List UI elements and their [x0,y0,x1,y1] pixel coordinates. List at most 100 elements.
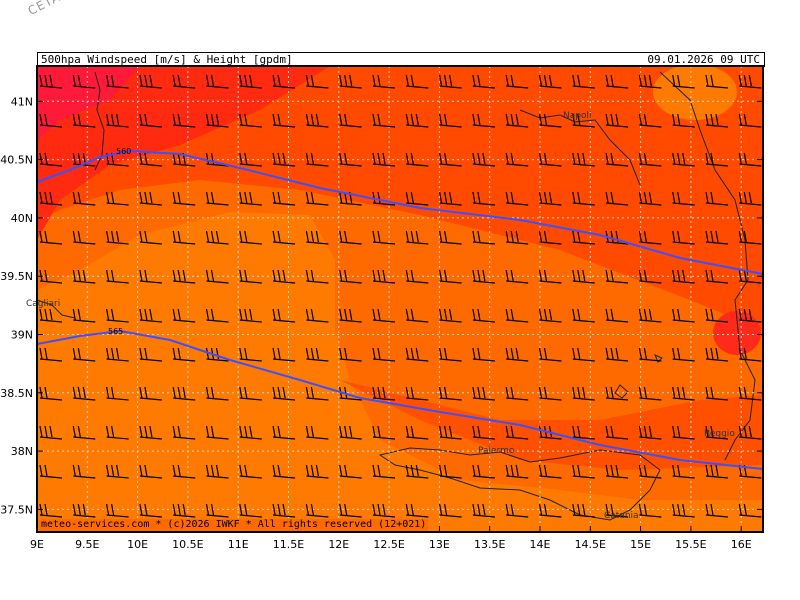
map-header: 500hpa Windspeed [m/s] & Height [gpdm] 0… [37,52,765,67]
wind-barb [672,191,695,206]
wind-barb [672,464,695,479]
wind-barb [538,152,562,167]
wind-barb [72,425,96,440]
wind-barb [638,425,662,440]
wind-barb [39,269,63,284]
wind-barb [239,308,262,323]
lon-tick-label: 15.5E [675,538,706,551]
wind-barb [205,308,229,323]
wind-barb [139,464,162,479]
wind-barb [172,386,196,401]
lon-tick-label: 12.5E [373,538,404,551]
wind-barb [439,113,462,128]
wind-barb [106,347,129,362]
wind-barb [638,503,662,518]
wind-barb [405,386,429,401]
wind-barb [605,464,629,479]
valid-time: 09.01.2026 09 UTC [647,53,760,66]
wind-barb [205,74,229,89]
wind-barb [339,152,362,167]
wind-barb [439,152,462,167]
wind-barb [572,74,595,89]
wind-barb [106,386,129,401]
wind-barb [572,113,595,128]
wind-barb [106,308,129,323]
wind-barb [538,191,562,206]
wind-barb [472,113,495,128]
wind-barb [205,503,229,518]
wind-barb [439,464,462,479]
wind-speed-patch-ne [653,66,737,120]
wind-barb [672,152,695,167]
wind-barb [372,464,396,479]
wind-barb [372,152,396,167]
wind-barb [139,347,162,362]
wind-barb [472,269,495,284]
copyright-footer: meteo-services.com * (c)2026 IWKF * All … [39,519,429,531]
wind-barb [572,152,595,167]
wind-barb [172,347,196,362]
wind-barb [505,347,529,362]
wind-barb [672,269,695,284]
wind-barb [239,230,262,245]
wind-barb [605,74,629,89]
wind-speed-field [37,66,763,532]
wind-speed-patch-south [340,380,763,470]
lat-tick-label: 37.5N [0,503,33,516]
wind-barb [705,464,729,479]
wind-barb [572,464,595,479]
wind-barb [39,152,63,167]
wind-barb [572,347,595,362]
wind-barb [405,191,429,206]
wind-barb [405,308,429,323]
wind-barb [405,503,429,518]
wind-barb [405,425,429,440]
wind-barb [172,74,196,89]
wind-barb [538,308,562,323]
wind-barb [305,503,329,518]
wind-barb [572,308,595,323]
wind-barb [572,503,595,518]
wind-barb [738,308,762,323]
map-title: 500hpa Windspeed [m/s] & Height [gpdm] [41,53,293,66]
wind-barb [672,74,695,89]
wind-barb [705,308,729,323]
wind-barb [139,152,162,167]
place-reggio: Reggio [704,429,735,439]
wind-barb [305,347,329,362]
wind-barb [505,425,529,440]
wind-barb [538,74,562,89]
wind-barb [239,386,262,401]
lon-tick-label: 11.5E [273,538,304,551]
wind-barb [372,308,396,323]
wind-barb [305,152,329,167]
wind-speed-core [37,66,140,140]
wind-barb [305,425,329,440]
wind-barb [172,113,196,128]
wind-barb [572,191,595,206]
wind-barb [172,308,196,323]
wind-barb [39,347,63,362]
wind-barb [572,230,595,245]
wind-barb [172,503,196,518]
wind-barb [39,464,63,479]
wind-barb [72,503,96,518]
wind-barb [638,347,662,362]
wind-barb [538,230,562,245]
wind-barb [439,308,462,323]
wind-barb [705,386,729,401]
wind-barb [439,269,462,284]
wind-barb [239,347,262,362]
wind-barb [372,74,396,89]
wind-barb [305,308,329,323]
lon-tick-label: 9E [30,538,44,551]
wind-barb [72,230,96,245]
wind-barb [738,269,762,284]
wind-barb [339,113,362,128]
wind-barb [272,503,296,518]
wind-barb [439,386,462,401]
wind-barb [139,386,162,401]
wind-barb [472,425,495,440]
wind-barb [705,191,729,206]
lat-tick-label: 41N [11,95,33,108]
